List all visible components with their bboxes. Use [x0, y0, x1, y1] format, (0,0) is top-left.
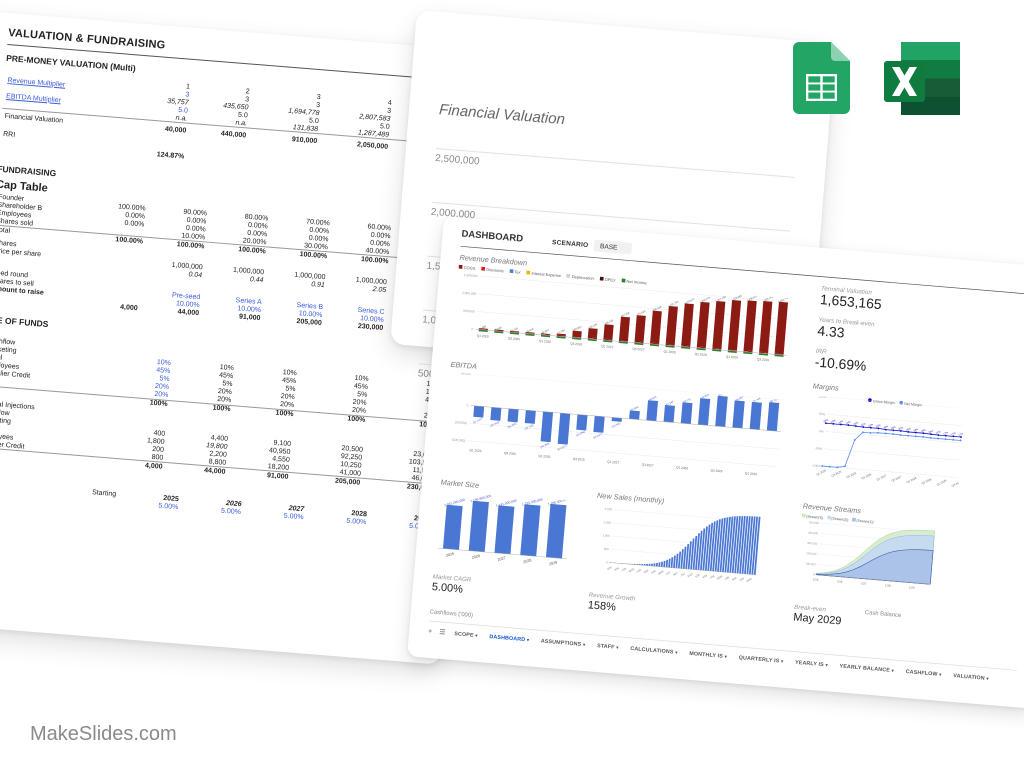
- svg-text:7/29: 7/29: [739, 577, 745, 582]
- svg-text:Q3 2026: Q3 2026: [573, 457, 586, 462]
- svg-text:Q1 2026: Q1 2026: [538, 454, 551, 459]
- svg-text:(43,096): (43,096): [575, 430, 586, 438]
- svg-text:Q3 2028: Q3 2028: [710, 468, 723, 473]
- svg-text:-100%: -100%: [812, 463, 821, 468]
- svg-text:1/29: 1/29: [724, 576, 730, 581]
- svg-text:7/28: 7/28: [710, 574, 716, 579]
- svg-text:71,383: 71,383: [557, 328, 566, 335]
- svg-text:100,000: 100,000: [805, 562, 816, 567]
- svg-text:Q1 2025: Q1 2025: [816, 468, 828, 476]
- svg-text:(45,647): (45,647): [592, 432, 603, 440]
- svg-text:2027: 2027: [497, 556, 506, 562]
- svg-text:Q3 2027: Q3 2027: [641, 463, 654, 468]
- svg-text:(31,147): (31,147): [472, 417, 483, 425]
- svg-text:500,000: 500,000: [463, 309, 475, 314]
- svg-text:Q1 2029: Q1 2029: [936, 478, 948, 486]
- svg-text:4/28: 4/28: [702, 574, 708, 579]
- svg-text:10/25: 10/25: [628, 567, 635, 573]
- svg-text:1,500: 1,500: [603, 520, 611, 525]
- svg-text:Q3 2027: Q3 2027: [891, 474, 903, 482]
- svg-text:-50%: -50%: [815, 446, 823, 451]
- svg-text:50%: 50%: [819, 412, 826, 417]
- svg-text:(100,000): (100,000): [452, 438, 466, 443]
- svg-text:Q3 2029: Q3 2029: [951, 480, 963, 488]
- svg-text:Q1 2029: Q1 2029: [745, 471, 758, 476]
- svg-text:90,000: 90,000: [461, 372, 471, 376]
- svg-text:10/29: 10/29: [746, 577, 753, 583]
- svg-text:(50,000): (50,000): [455, 420, 467, 425]
- svg-text:500,000: 500,000: [809, 520, 820, 525]
- svg-text:1/26: 1/26: [837, 579, 843, 583]
- svg-text:(36,356): (36,356): [489, 420, 500, 428]
- svg-text:Q3 2026: Q3 2026: [861, 472, 873, 480]
- svg-text:1,000,000: 1,000,000: [462, 291, 477, 296]
- svg-text:1/28: 1/28: [695, 573, 701, 578]
- svg-text:Q1 2025: Q1 2025: [469, 448, 482, 453]
- svg-text:Q3 2029: Q3 2029: [757, 357, 770, 362]
- svg-text:2029: 2029: [549, 560, 558, 566]
- svg-text:(36,750): (36,750): [524, 423, 535, 431]
- svg-text:Q3 2025: Q3 2025: [508, 336, 521, 341]
- svg-text:4/26: 4/26: [643, 569, 649, 574]
- svg-text:400,000: 400,000: [808, 531, 819, 536]
- svg-text:300,000: 300,000: [807, 541, 818, 546]
- svg-text:10/26: 10/26: [657, 570, 664, 576]
- svg-text:0: 0: [466, 403, 468, 407]
- svg-text:Q1 2027: Q1 2027: [876, 473, 888, 481]
- svg-text:Q1 2029: Q1 2029: [726, 355, 739, 360]
- svg-text:7/25: 7/25: [621, 567, 627, 572]
- svg-text:2028: 2028: [523, 558, 532, 564]
- svg-text:4/25: 4/25: [614, 566, 620, 571]
- svg-text:Q1 2028: Q1 2028: [663, 349, 676, 354]
- svg-text:10/27: 10/27: [687, 572, 694, 578]
- svg-text:1/25: 1/25: [813, 577, 819, 581]
- svg-text:1,000: 1,000: [602, 533, 610, 538]
- svg-text:7/27: 7/27: [680, 572, 686, 577]
- svg-text:(10,442): (10,442): [611, 421, 622, 429]
- svg-text:2026: 2026: [471, 554, 480, 560]
- svg-text:500: 500: [604, 547, 610, 551]
- svg-text:0: 0: [606, 560, 608, 564]
- svg-text:1,500,000: 1,500,000: [463, 273, 478, 278]
- svg-text:Q3 2028: Q3 2028: [695, 352, 708, 357]
- svg-text:1/28: 1/28: [885, 583, 891, 587]
- svg-text:(84,260): (84,260): [540, 441, 551, 449]
- svg-text:Q1 2026: Q1 2026: [846, 471, 858, 479]
- svg-text:Q3 2025: Q3 2025: [504, 451, 517, 456]
- svg-text:Q3 2028: Q3 2028: [921, 477, 933, 485]
- svg-text:2025: 2025: [446, 552, 455, 558]
- svg-text:1/29: 1/29: [909, 585, 915, 589]
- svg-text:1/27: 1/27: [665, 571, 671, 576]
- svg-text:0%: 0%: [819, 429, 824, 433]
- svg-text:10/28: 10/28: [716, 575, 723, 581]
- svg-text:100%: 100%: [819, 396, 827, 399]
- svg-text:40,661: 40,661: [541, 327, 550, 334]
- svg-text:1/25: 1/25: [607, 566, 613, 571]
- svg-text:0: 0: [471, 327, 473, 331]
- svg-text:(36,486): (36,486): [507, 421, 518, 429]
- svg-text:0: 0: [813, 573, 815, 577]
- svg-text:(87,327): (87,327): [557, 444, 568, 452]
- svg-text:200,000: 200,000: [806, 551, 817, 556]
- svg-text:Q3 2027: Q3 2027: [632, 347, 645, 352]
- svg-text:4/29: 4/29: [732, 576, 738, 581]
- svg-text:7/26: 7/26: [651, 570, 657, 575]
- svg-text:Q3 2025: Q3 2025: [831, 469, 843, 477]
- svg-text:Q1 2028: Q1 2028: [676, 465, 689, 470]
- svg-text:Q1 2025: Q1 2025: [477, 334, 490, 339]
- svg-text:Q1 2026: Q1 2026: [539, 339, 552, 344]
- svg-text:Q1 2027: Q1 2027: [601, 344, 614, 349]
- svg-text:1/27: 1/27: [861, 581, 867, 585]
- svg-text:1/26: 1/26: [636, 568, 642, 573]
- svg-text:Q3 2026: Q3 2026: [570, 342, 583, 347]
- svg-text:4/27: 4/27: [673, 571, 679, 576]
- svg-text:2,000: 2,000: [605, 507, 613, 512]
- svg-text:Q1 2027: Q1 2027: [607, 460, 620, 465]
- svg-text:Q1 2028: Q1 2028: [906, 476, 918, 484]
